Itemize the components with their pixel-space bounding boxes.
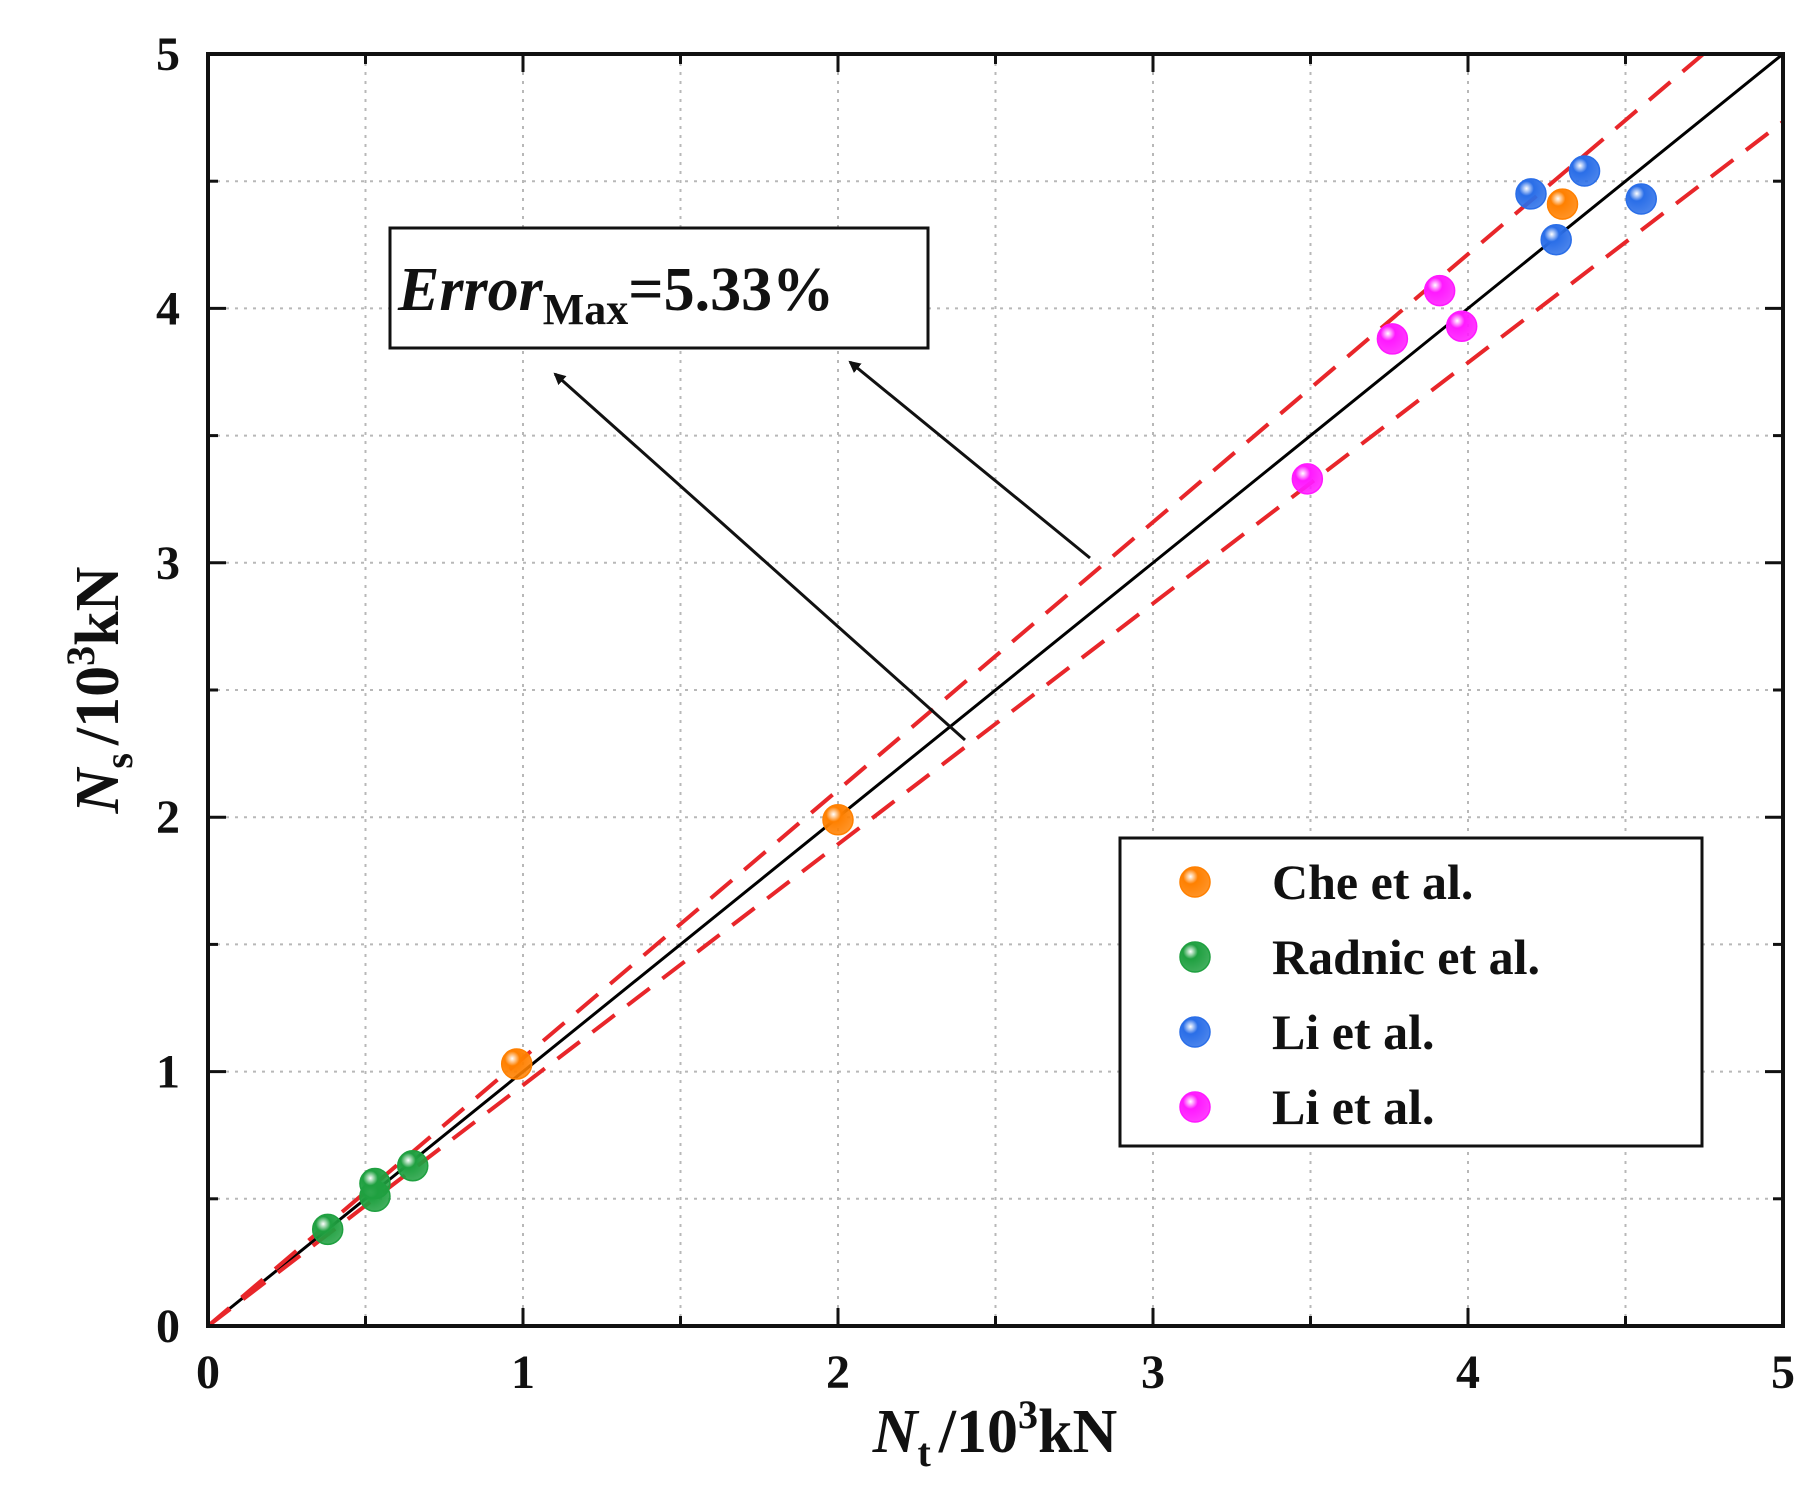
x-tick-label: 4	[1456, 1346, 1480, 1399]
reference-line	[208, 54, 1783, 1326]
data-point	[359, 1167, 391, 1200]
reference-lines	[208, 54, 1783, 1326]
x-tick-label: 3	[1141, 1346, 1165, 1399]
legend-marker	[1179, 941, 1211, 973]
legend-marker	[1179, 866, 1211, 898]
y-tick-label: 5	[156, 28, 180, 81]
data-point	[1515, 178, 1547, 210]
legend-box	[1118, 836, 1704, 1148]
data-point	[1423, 274, 1456, 307]
y-tick-label: 3	[156, 537, 180, 590]
data-point	[1625, 183, 1657, 215]
data-point	[1546, 188, 1579, 220]
data-point	[1445, 310, 1478, 342]
data-point	[1540, 223, 1572, 256]
reference-line	[208, 54, 1705, 1326]
legend-label: Li et al.	[1272, 1079, 1434, 1135]
y-tick-label: 1	[156, 1046, 180, 1099]
y-axis-title: Ns/103kN	[58, 567, 141, 815]
legend: Che et al. Radnic et al. Li et al. Li et al…	[1118, 836, 1704, 1148]
data-point	[1376, 323, 1409, 355]
data-points	[311, 155, 1657, 1246]
error-annotation: ErrorMax=5.33%	[388, 226, 930, 350]
reference-line	[208, 120, 1783, 1326]
data-point	[1568, 155, 1601, 187]
tick-labels: 0 1 2 3 4 5 0 1 2 3 4 5	[156, 28, 1795, 1399]
legend-label: Li et al.	[1272, 1004, 1434, 1060]
legend-label: Che et al.	[1272, 854, 1473, 910]
x-tick-label: 5	[1771, 1346, 1795, 1399]
x-tick-label: 0	[196, 1346, 220, 1399]
data-point	[500, 1048, 533, 1080]
data-point	[822, 803, 854, 836]
y-tick-label: 2	[156, 791, 180, 844]
x-tick-label: 2	[826, 1346, 850, 1399]
data-point	[311, 1213, 344, 1246]
annotation-text: ErrorMax=5.33%	[397, 256, 834, 334]
annotation-arrow-right	[848, 360, 1091, 560]
axis-ticks	[206, 52, 1785, 1328]
y-tick-label: 4	[156, 282, 180, 335]
y-tick-label: 0	[156, 1300, 180, 1353]
legend-label: Radnic et al.	[1272, 929, 1540, 985]
legend-marker	[1179, 1016, 1211, 1048]
annotation-box	[388, 226, 930, 350]
data-point	[397, 1149, 429, 1182]
annotation-arrow-left	[553, 372, 966, 742]
x-axis-title: Nt/103kN	[872, 1392, 1118, 1475]
x-tick-label: 1	[511, 1346, 535, 1399]
data-point	[1291, 463, 1324, 495]
legend-marker	[1179, 1091, 1211, 1123]
